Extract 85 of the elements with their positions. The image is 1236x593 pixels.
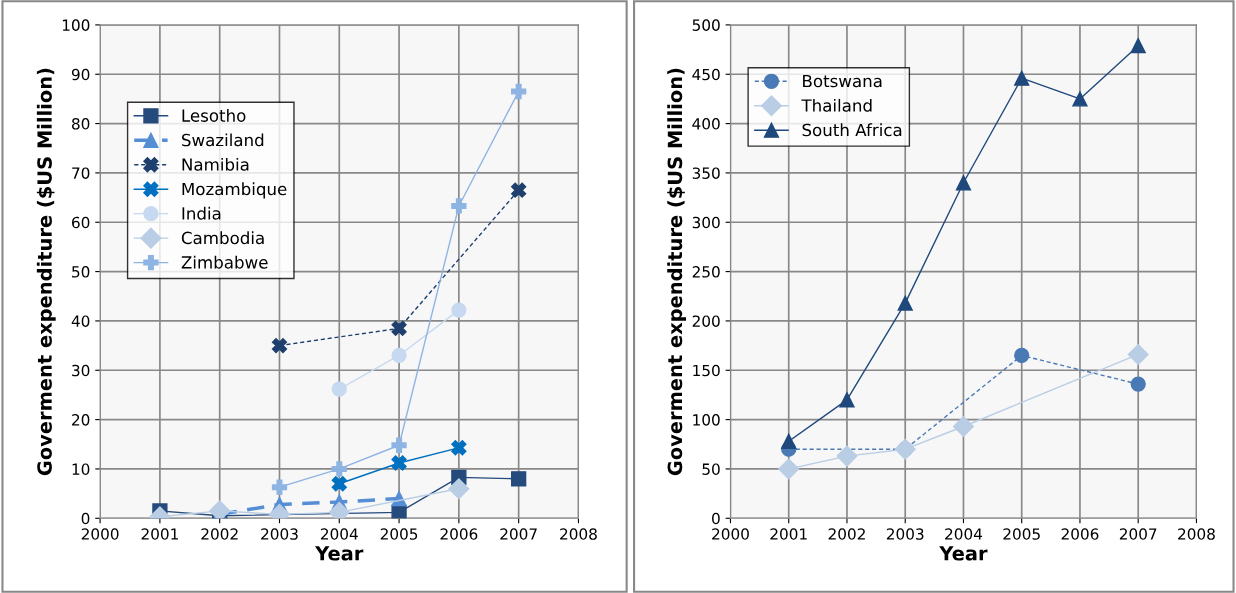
y-axis-title: Goverment expenditure ($US Million)	[667, 68, 687, 476]
point	[271, 337, 288, 354]
y-tick-label: 10	[72, 463, 90, 475]
y-tick-label: 500	[692, 19, 720, 31]
x-tick-label: 2006	[440, 528, 478, 540]
point	[1014, 347, 1030, 364]
legend-label: Botswana	[803, 74, 882, 88]
y-tick-label: 20	[72, 414, 90, 426]
x-axis-title: Year	[314, 546, 364, 561]
point	[451, 440, 467, 456]
x-tick-label: 2001	[770, 528, 807, 540]
point	[1014, 70, 1030, 86]
y-tick-label: 50	[72, 266, 90, 278]
y-tick-label: 0	[712, 512, 720, 525]
x-tick-label: 2007	[1119, 528, 1157, 540]
y-tick-label: 90	[71, 68, 90, 81]
point	[391, 504, 407, 519]
y-tick-label: 100	[62, 19, 90, 31]
legend-label: Swaziland	[182, 133, 264, 147]
y-tick-label: 0	[81, 512, 90, 525]
y-tick-label: 400	[692, 118, 720, 130]
legend-label: Thailand	[801, 98, 872, 112]
x-tick-label: 2004	[320, 528, 358, 540]
y-tick-label: 450	[692, 68, 720, 81]
point	[839, 392, 855, 408]
point	[897, 295, 913, 311]
x-tick-label: 2001	[141, 528, 178, 540]
point	[448, 478, 470, 500]
point	[391, 437, 407, 453]
x-tick-label: 2002	[828, 528, 865, 540]
x-tick-label: 2005	[1003, 528, 1040, 540]
x-axis-title: Year	[939, 546, 988, 561]
legend-label: South Africa	[802, 123, 902, 137]
point	[511, 83, 527, 100]
y-tick-label: 30	[72, 364, 90, 377]
x-tick-label: 2003	[886, 528, 924, 540]
point	[209, 500, 231, 519]
point	[1130, 37, 1146, 54]
legend-label: Zimbabwe	[181, 255, 268, 269]
point	[391, 455, 407, 471]
y-tick-label: 80	[71, 118, 90, 130]
y-tick-label: 200	[692, 315, 720, 327]
y-tick-label: 300	[692, 216, 720, 229]
point	[778, 458, 800, 480]
x-tick-label: 2002	[201, 528, 238, 540]
point	[451, 198, 467, 214]
point	[391, 347, 407, 364]
y-tick-label: 100	[693, 414, 720, 426]
legend-label: Mozambique	[182, 182, 287, 199]
point	[331, 381, 347, 397]
y-tick-label: 350	[692, 167, 720, 179]
x-tick-label: 2008	[1178, 528, 1215, 540]
point	[1130, 376, 1146, 392]
point	[511, 182, 527, 198]
y-tick-label: 70	[72, 167, 90, 179]
point	[331, 476, 347, 492]
legend-label: Namibia	[182, 157, 249, 171]
y-tick-label: 150	[693, 364, 720, 377]
point	[511, 471, 527, 487]
x-tick-label: 2006	[1061, 528, 1099, 540]
x-tick-label: 2004	[945, 528, 983, 540]
point	[331, 461, 347, 477]
point	[391, 320, 407, 336]
legend-label: Lesotho	[182, 108, 246, 122]
point	[1072, 91, 1088, 107]
x-tick-label: 2007	[500, 528, 537, 540]
point	[955, 175, 972, 191]
y-tick-label: 40	[71, 315, 90, 327]
y-tick-label: 60	[72, 216, 90, 229]
x-tick-label: 2003	[261, 528, 298, 540]
point	[781, 433, 797, 449]
x-tick-label: 2000	[712, 528, 749, 540]
point	[451, 302, 467, 318]
x-tick-label: 2000	[81, 528, 119, 540]
legend-label: India	[182, 206, 221, 220]
point	[271, 479, 288, 495]
point	[1127, 343, 1149, 365]
legend-label: Cambodia	[181, 231, 264, 245]
y-tick-label: 250	[692, 266, 720, 278]
point	[952, 415, 974, 438]
y-axis-title: Goverment expenditure ($US Million)	[36, 68, 56, 476]
x-tick-label: 2008	[560, 528, 597, 540]
x-tick-label: 2005	[380, 528, 418, 540]
point	[836, 445, 858, 467]
y-tick-label: 50	[702, 463, 720, 475]
